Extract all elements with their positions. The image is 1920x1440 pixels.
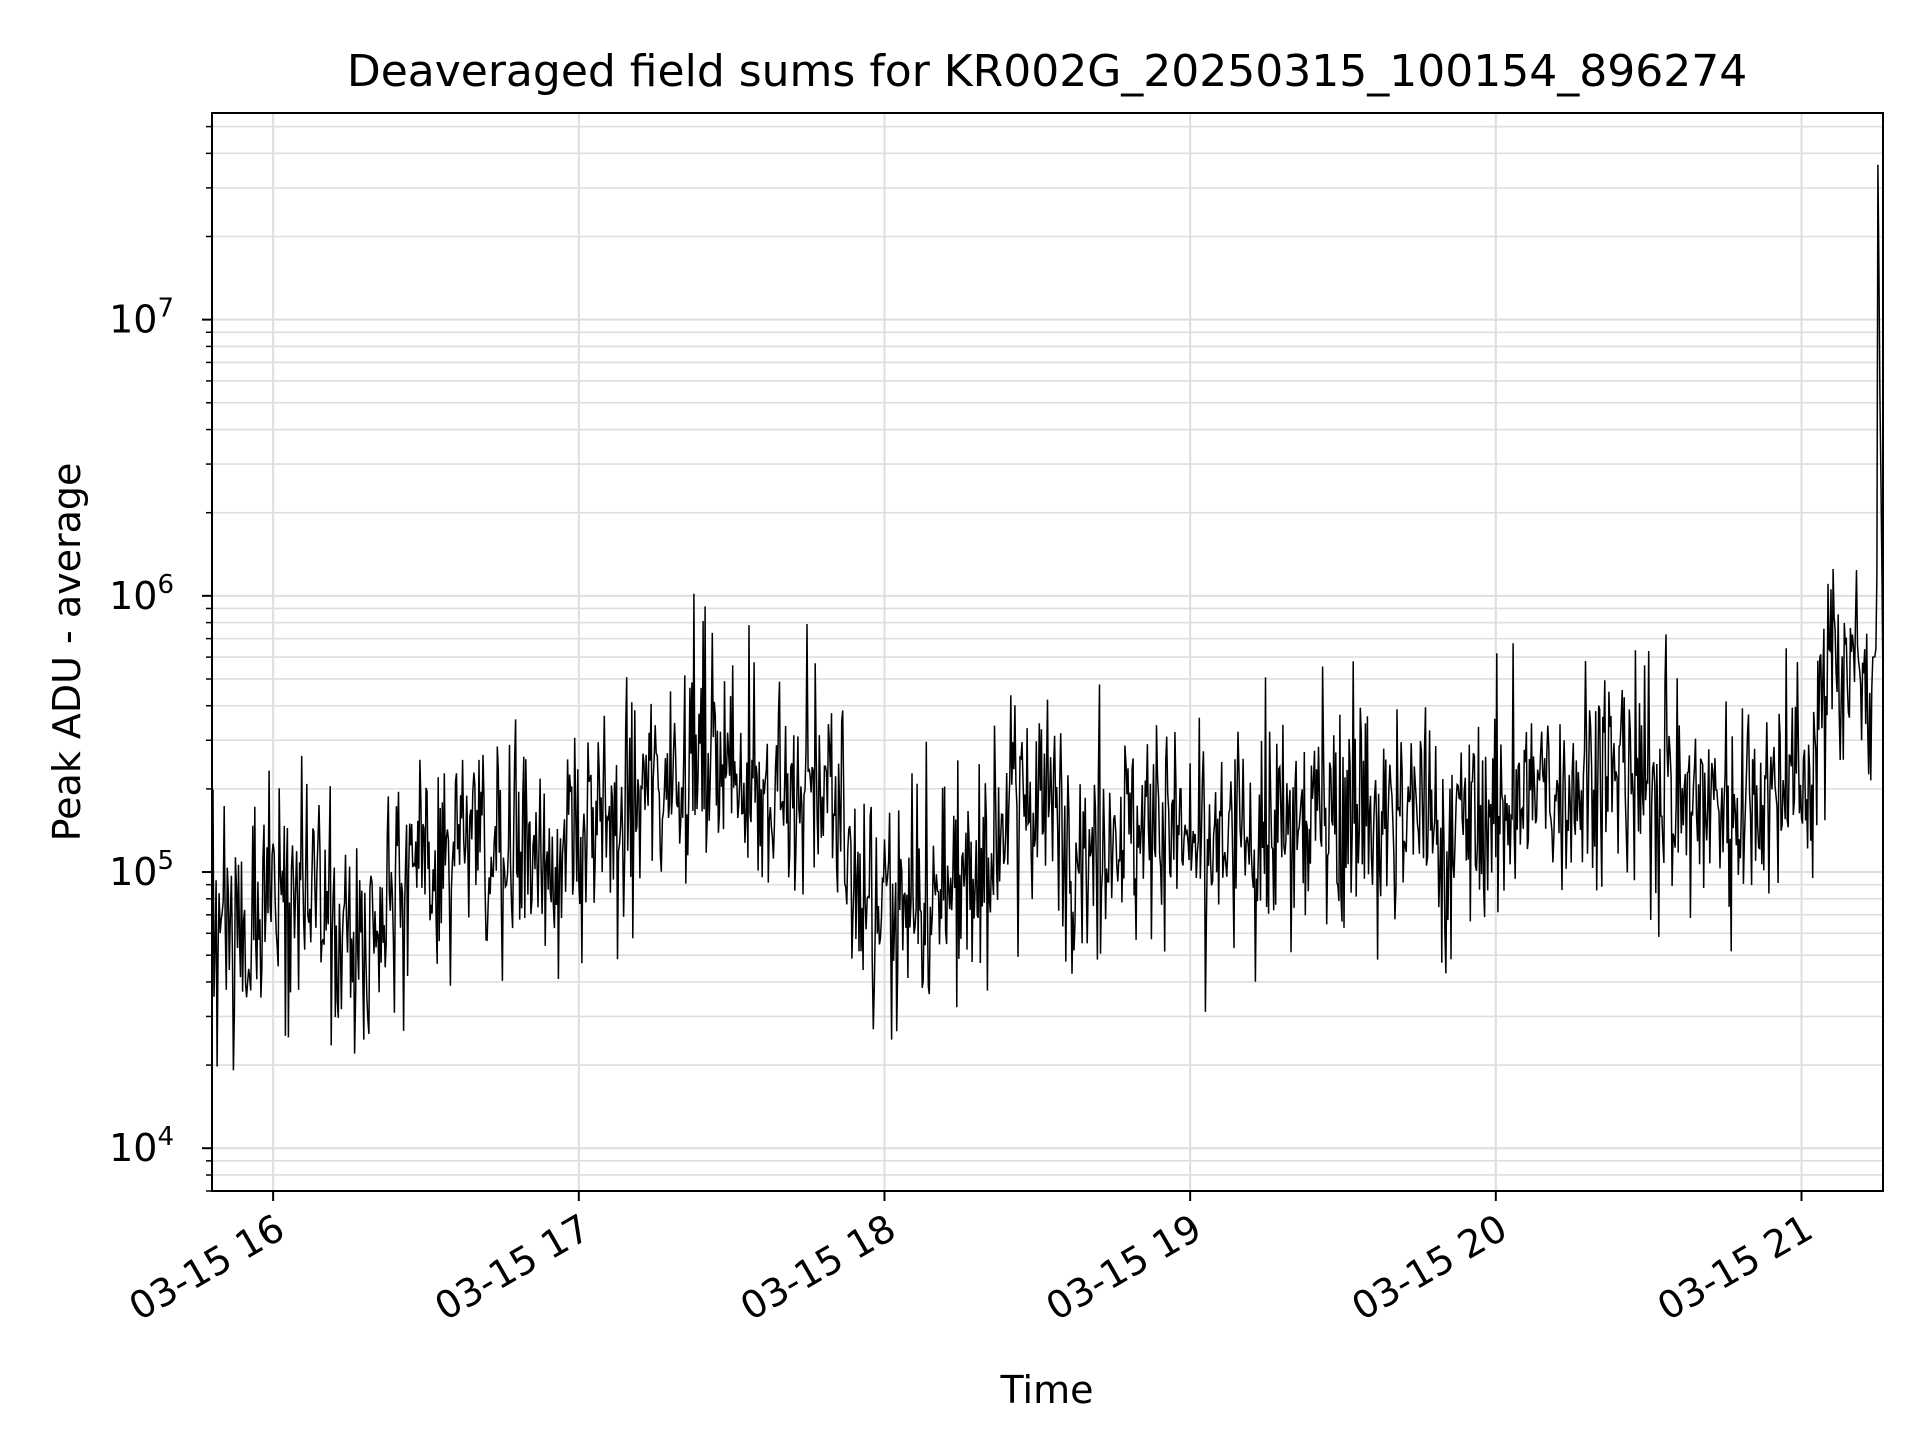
plot-frame <box>211 112 1884 1192</box>
y-axis: 104 105 106 107 <box>109 125 212 1192</box>
x-axis-label: Time <box>1000 1368 1094 1412</box>
y-tick-label: 105 <box>109 846 174 894</box>
y-tick-label: 104 <box>109 1122 174 1170</box>
x-tick-label: 03-15 20 <box>1344 1206 1514 1330</box>
x-axis: 03-15 16 03-15 17 03-15 18 03-15 19 03-15 20… <box>122 1191 1820 1329</box>
y-axis-label: Peak ADU - average <box>45 463 89 842</box>
x-tick-label: 03-15 21 <box>1650 1206 1820 1330</box>
grid <box>212 113 1883 1192</box>
x-tick-label: 03-15 18 <box>733 1206 903 1330</box>
x-tick-label: 03-15 16 <box>122 1206 292 1330</box>
series-line <box>211 164 1884 1071</box>
x-tick-label: 03-15 17 <box>427 1206 597 1330</box>
y-tick-label: 106 <box>109 570 174 618</box>
y-tick-label: 107 <box>109 294 174 342</box>
x-tick-label: 03-15 19 <box>1039 1206 1209 1330</box>
chart-title: Deaveraged field sums for KR002G_2025031… <box>347 46 1747 97</box>
